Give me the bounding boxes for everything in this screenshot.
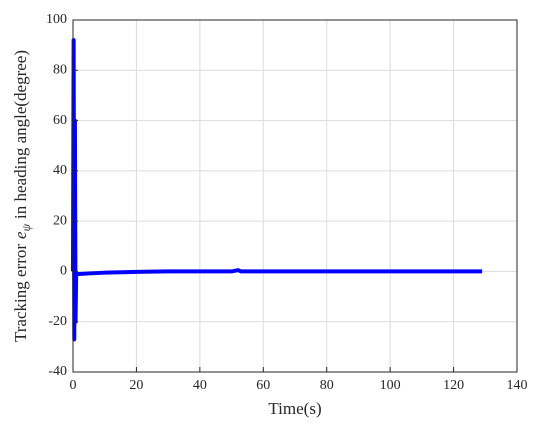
- y-tick-label: 80: [53, 63, 67, 78]
- x-tick-label: 100: [380, 378, 401, 393]
- plot-area: [73, 20, 517, 372]
- axes-box: [72, 19, 518, 373]
- x-tick-label: 80: [320, 378, 334, 393]
- y-tick-label: -40: [48, 364, 67, 379]
- x-tick-label: 0: [70, 378, 77, 393]
- y-label-symbol: e: [11, 231, 30, 239]
- y-label-part: in heading angle(degree): [11, 50, 30, 219]
- x-tick-label: 120: [443, 378, 464, 393]
- data-line: [71, 38, 483, 342]
- x-axis-label: Time(s): [268, 399, 321, 418]
- x-tick-label: 140: [507, 378, 528, 393]
- y-tick-label: 20: [53, 213, 67, 228]
- y-axis-label: Tracking error eψ in heading angle(degree): [11, 50, 33, 342]
- y-tick-label: 0: [60, 264, 67, 279]
- y-tick-label: 60: [53, 113, 67, 128]
- y-label-subscript: ψ: [19, 223, 33, 231]
- x-tick-label: 60: [256, 378, 270, 393]
- y-tick-label: 100: [46, 12, 67, 27]
- x-tick-label: 20: [129, 378, 143, 393]
- y-tick-label: -20: [48, 314, 67, 329]
- y-tick-label: 40: [53, 163, 67, 178]
- x-tick-label: 40: [193, 378, 207, 393]
- y-label-part: Tracking error: [11, 244, 30, 342]
